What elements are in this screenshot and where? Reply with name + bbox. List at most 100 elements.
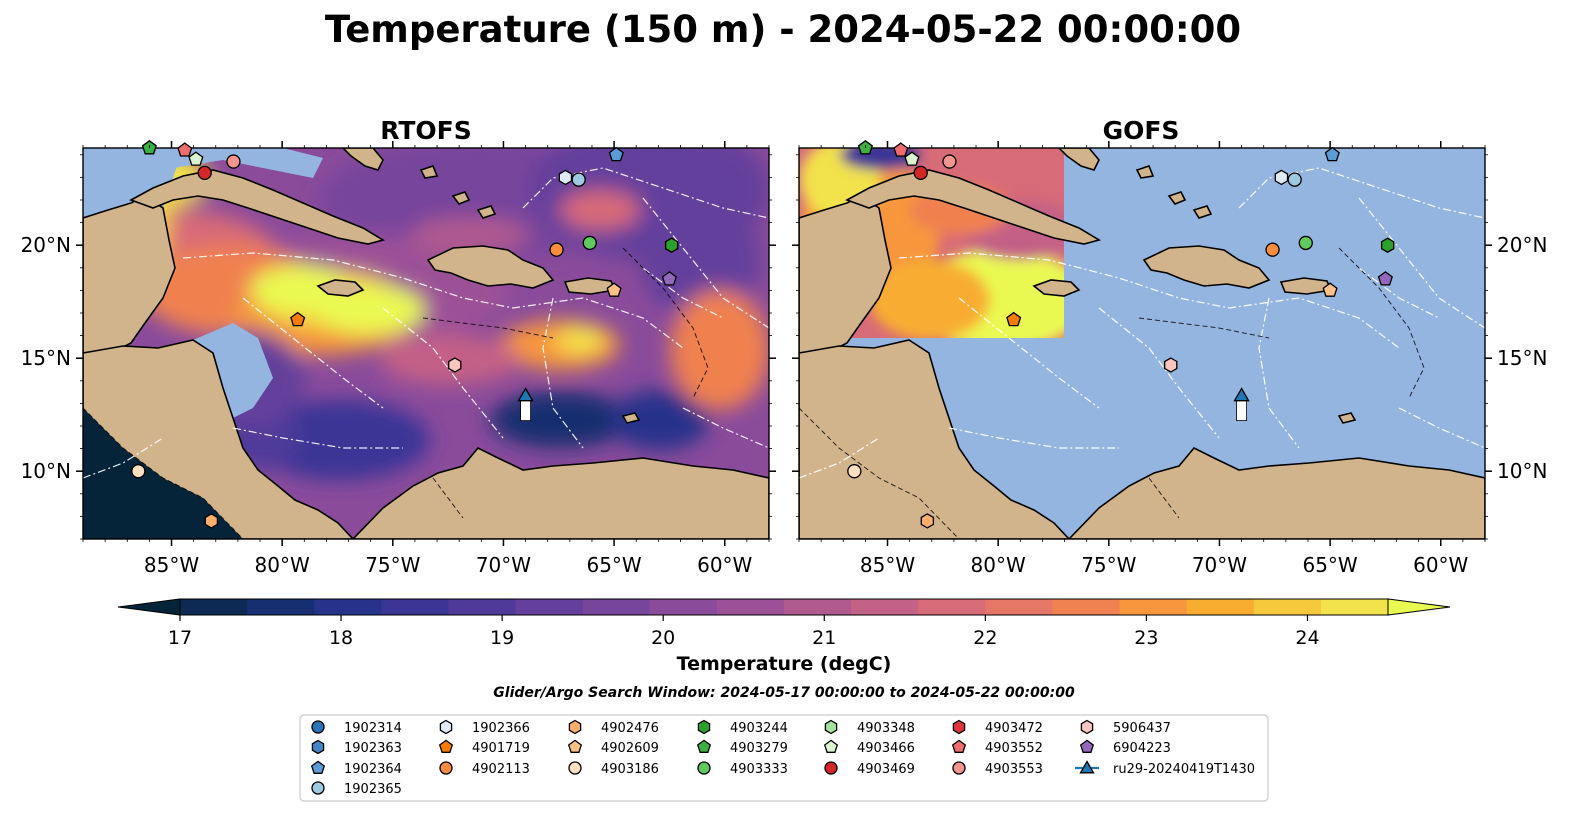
legend-label: 4902476 [601,721,659,736]
lon-tick-label: 80°W [971,553,1026,577]
legend-marker-4903466 [823,739,839,753]
marker-6904223 [1377,271,1393,286]
marker-1902364 [1324,146,1340,162]
colorbar-tick-label: 21 [812,627,836,649]
colorbar-tick-label: 19 [490,627,514,649]
colorbar-tick-label: 20 [651,627,675,649]
legend-marker-4902476 [568,719,582,735]
legend-marker-4903186 [568,761,582,775]
legend-label: 4902113 [472,762,530,777]
legend-box [299,714,1269,802]
colorbar-block [247,599,315,615]
colorbar-block [716,599,785,615]
search-window-caption: Glider/Argo Search Window: 2024-05-17 00… [493,685,1075,701]
legend-marker-4903279 [696,739,712,753]
colorbar-block [918,599,986,615]
colorbar-tick-label: 18 [329,627,353,649]
lon-tick-label: 65°W [1302,553,1357,577]
lat-tick-label: 15°N [1497,346,1547,370]
legend-label: 1902364 [344,762,402,777]
legend-marker-1902364 [310,760,326,774]
marker-4903466 [188,151,204,166]
colorbar-label: Temperature (degC) [677,653,892,675]
colorbar-tick-label: 22 [973,627,997,649]
lon-tick-label: 80°W [255,553,310,577]
legend-label: 4903279 [730,741,788,756]
rtofs-axis-ticks: 85°W 80°W 75°W 70°W 65°W 60°W 20°N 15°N 10°N [21,141,776,577]
lon-tick-label: 85°W [860,553,915,577]
panel-frame-gofs [798,147,1486,540]
glider-track [520,400,531,422]
legend-marker-4901719 [438,739,454,753]
marker-ru29-20240419T1430 [1233,387,1250,402]
legend-label: 5906437 [1113,721,1171,736]
marker-4902113 [1265,242,1280,257]
legend-marker-ru29-20240419T1430 [1079,760,1095,774]
legend-label: 4903472 [985,721,1043,736]
legend-marker-1902366 [439,719,453,735]
legend-marker-1902314 [311,720,325,734]
marker-4903333 [582,235,597,251]
legend-label: 4903552 [985,741,1043,756]
marker-1902364 [608,146,624,162]
legend-label: 4901719 [472,741,530,756]
marker-ru29-20240419T1430 [517,387,534,402]
colorbar-block [582,599,651,615]
colorbar-block [1119,599,1188,615]
panel-gofs: GOFS [792,116,1547,577]
gofs-markers [847,139,1395,529]
legend-marker-5906437 [1080,719,1094,735]
lon-tick-label: 75°W [365,553,420,577]
lat-tick-label: 20°N [1497,233,1547,257]
marker-6904223 [661,271,677,286]
colorbar-tick-label: 23 [1134,627,1158,649]
marker-5906437 [1164,357,1178,373]
legend-label: 4903469 [857,762,915,777]
lat-tick-label: 10°N [1497,459,1547,483]
legend-label: 1902363 [344,741,402,756]
marker-1902365 [1287,172,1302,187]
colorbar-tick-label: 24 [1295,627,1319,649]
panel-title-rtofs: RTOFS [380,116,472,145]
marker-4903469 [197,165,212,181]
marker-4901719 [290,311,306,327]
marker-4903552 [893,142,909,157]
colorbar-block [1320,599,1389,615]
legend-marker-4903472 [952,719,966,735]
legend-label: ru29-20240419T1430 [1113,762,1255,777]
marker-1902366 [558,169,573,186]
legend-marker-1902363 [311,739,325,755]
legend-marker-4902113 [439,761,453,775]
marker-4903244 [664,237,679,253]
lon-tick-label: 75°W [1081,553,1136,577]
colorbar-block [314,599,382,615]
colorbar-block [784,599,852,615]
legend-label: 4903553 [985,762,1043,777]
lon-tick-label: 65°W [586,553,641,577]
marker-4903553 [226,154,241,169]
legend-marker-4903348 [824,719,838,735]
lon-tick-label: 60°W [697,553,752,577]
legend-marker-4903552 [951,739,967,753]
gofs-field [799,148,1485,539]
colorbar-block [985,599,1054,615]
legend-marker-1902365 [311,781,325,795]
legend-label: 4903333 [730,762,788,777]
legend-items: 1902314 1902363 1902364 1902365 1902366 49017… [310,719,1255,797]
legend-marker-4903553 [952,761,966,775]
legend-marker-4903333 [697,761,711,775]
lon-tick-label: 60°W [1413,553,1468,577]
marker-4901719 [1006,311,1022,327]
panel-title-gofs: GOFS [1103,116,1180,145]
rtofs-markers [131,139,679,529]
marker-4902476 [204,513,219,529]
lat-tick-label: 15°N [21,346,71,370]
lon-tick-label: 70°W [476,553,531,577]
marker-4903552 [177,142,193,157]
figure-title: Temperature (150 m) - 2024-05-22 00:00:0… [325,8,1241,51]
colorbar-block [649,599,718,615]
legend-marker-4903469 [824,761,838,775]
colorbar-ticks: 17 18 19 20 21 22 23 24 [168,615,1320,649]
colorbar-block [1052,599,1121,615]
